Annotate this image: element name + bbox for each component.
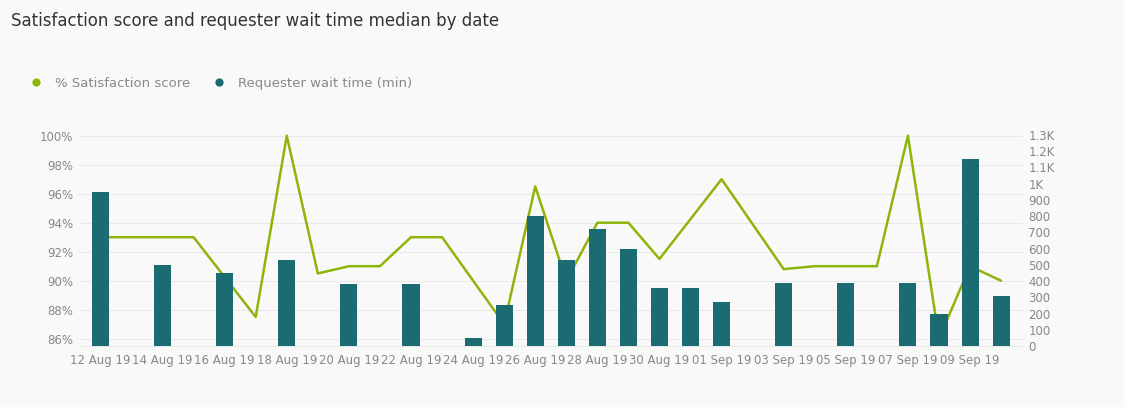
Bar (837, 283, 854, 346)
Text: Satisfaction score and requester wait time median by date: Satisfaction score and requester wait ti… (11, 12, 499, 30)
Legend: % Satisfaction score, Requester wait time (min): % Satisfaction score, Requester wait tim… (18, 72, 417, 95)
Bar (464, 338, 482, 346)
Bar (589, 229, 606, 346)
Bar (651, 288, 668, 346)
Bar (402, 284, 419, 346)
Bar (931, 313, 948, 346)
Bar (216, 273, 233, 346)
Bar (961, 160, 979, 346)
Bar (558, 260, 574, 346)
Bar (619, 249, 637, 346)
Bar (279, 260, 296, 346)
Bar (496, 305, 513, 346)
Bar (776, 283, 792, 346)
Bar (154, 265, 171, 346)
Bar (92, 192, 109, 346)
Bar (527, 216, 544, 346)
Bar (341, 284, 357, 346)
Bar (682, 288, 699, 346)
Bar (992, 295, 1009, 346)
Bar (899, 283, 916, 346)
Bar (713, 302, 731, 346)
